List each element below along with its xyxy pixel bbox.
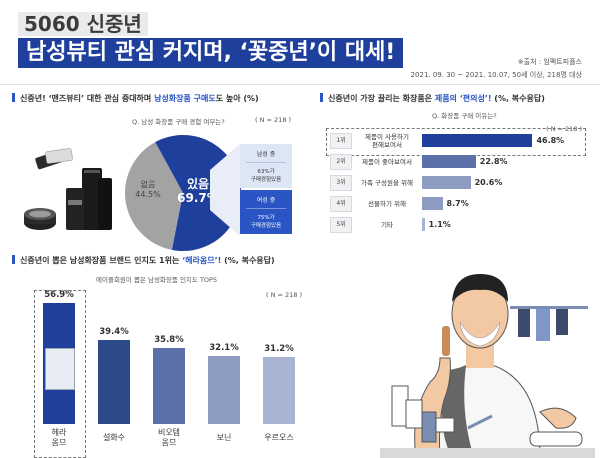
reason-label: 제품이 사용하기 편해보여서 xyxy=(365,133,409,149)
reason-bar xyxy=(422,197,443,210)
section1-heading-pre: 신중년! ‘맨즈뷰티’ 대한 관심 증대하며 xyxy=(20,94,155,103)
brand-bar xyxy=(98,339,130,424)
brand-value: 31.2% xyxy=(264,344,294,355)
brand-bar xyxy=(263,357,295,424)
reason-value: 1.1% xyxy=(428,220,451,229)
legend-female-box: 여성 중 75%가 구매경험있음 xyxy=(240,190,292,234)
section-marker xyxy=(12,93,15,102)
section3-heading: 신중년이 뽑은 남성화장품 브랜드 인지도 1위는 ‘헤라옴므’! (%, 복수… xyxy=(12,255,275,266)
section-marker xyxy=(320,93,323,102)
brand-value: 56.9% xyxy=(44,289,74,300)
legend-female-title: 여성 중 xyxy=(256,197,276,204)
section2-heading-highlight: 제품의 ‘편의성’! xyxy=(434,94,492,103)
legend-male-desc: 구매경험있음 xyxy=(250,177,282,183)
title-line2: 남성뷰티 관심 커지며, ‘꽃중년’이 대세! xyxy=(18,38,404,68)
pie-callout-connector xyxy=(210,144,240,236)
reason-bar xyxy=(422,155,476,168)
rank-label: 1위 xyxy=(330,133,352,149)
brand-bar xyxy=(153,347,185,424)
survey-info: 2021. 09. 30 ~ 2021. 10.07, 50세 이상, 218명… xyxy=(410,71,582,79)
brand-label: 비오템 옴므 xyxy=(157,428,181,447)
cosmetics-products-icon xyxy=(24,148,112,230)
section1-heading: 신중년! ‘맨즈뷰티’ 대한 관심 증대하며 남성화장품 구매도도 높아 (%) xyxy=(12,93,259,104)
section1-heading-highlight: 남성화장품 구매도 xyxy=(154,94,216,103)
brand-label: 설화수 xyxy=(102,433,126,442)
source-text: ※출처 : 임팩트피플스 xyxy=(517,58,582,66)
section-marker xyxy=(12,255,15,264)
section3-subtitle: 에이플회원이 뽑은 남성화장품 인지도 TOP5 xyxy=(96,276,218,284)
section3-n: ( N = 218 ) xyxy=(266,291,303,299)
brand-value: 35.8% xyxy=(154,334,184,345)
rank-label: 2위 xyxy=(330,154,352,170)
brand-value: 32.1% xyxy=(209,342,239,353)
rank-label: 3위 xyxy=(330,175,352,191)
reason-label: 제품이 좋아보여서 xyxy=(362,158,412,166)
legend-male-title: 남성 중 xyxy=(256,151,276,158)
reason-value: 46.8% xyxy=(536,136,565,145)
reason-value: 20.6% xyxy=(474,178,503,187)
brand-label: 우르오스 xyxy=(264,433,294,442)
brand-bar xyxy=(208,355,240,424)
legend-divider xyxy=(246,208,286,209)
legend-female-pct: 75%가 xyxy=(257,215,275,221)
reason-value: 22.8% xyxy=(479,157,508,166)
rank-label: 4위 xyxy=(330,196,352,212)
reason-bar xyxy=(422,176,471,189)
hera-product-icon xyxy=(45,348,75,390)
section2-heading-post: (%, 복수응답) xyxy=(491,94,545,103)
brand-label: 보닌 xyxy=(216,433,232,442)
legend-male-box: 남성 중 63%가 구매경험있음 xyxy=(240,144,292,188)
pie-label-no-name: 없음 xyxy=(141,180,156,189)
section2-n: ( N = 218 ) xyxy=(546,125,583,133)
pie-label-yes-name: 있음 xyxy=(187,176,209,191)
rank-label: 5위 xyxy=(330,217,352,233)
reason-bar xyxy=(422,218,425,231)
legend-male-pct: 63%가 xyxy=(257,169,275,175)
pie-label-yes-value: 69.7% xyxy=(177,191,219,205)
reason-value: 8.7% xyxy=(446,199,469,208)
reason-label: 기타 xyxy=(381,221,393,229)
section2-question: Q. 화장품 구매 이유는? xyxy=(432,112,497,120)
legend-female-desc: 구매경험있음 xyxy=(250,223,282,229)
purchase-pie-chart: 있음 69.7% 없음 44.5% xyxy=(125,135,241,251)
brand-value: 39.4% xyxy=(99,326,129,337)
section3-heading-post: (%, 복수응답) xyxy=(221,256,275,265)
man-grooming-illustration xyxy=(380,274,595,458)
pie-slice-no xyxy=(125,142,183,250)
section3-heading-pre: 신중년이 뽑은 남성화장품 브랜드 인지도 1위는 xyxy=(20,256,183,265)
section3-heading-highlight: ‘헤라옴므’! xyxy=(182,256,222,265)
section1-question: Q. 남성 화장품 구매 경험 여부는? xyxy=(132,118,225,126)
section1-n: ( N = 218 ) xyxy=(255,116,292,124)
brand-label: 헤라 옴므 xyxy=(51,428,67,447)
legend-divider xyxy=(246,162,286,163)
reason-label: 가족 구성원을 위해 xyxy=(361,179,413,187)
section1-heading-post: 도 높아 (%) xyxy=(215,94,259,103)
section2-heading-pre: 신중년이 가장 끌리는 화장품은 xyxy=(328,94,435,103)
section2-heading: 신중년이 가장 끌리는 화장품은 제품의 ‘편의성’! (%, 복수응답) xyxy=(320,93,545,104)
title-line1: 5060 신중년 xyxy=(18,12,148,36)
reason-label: 선물하기 위해 xyxy=(368,200,406,208)
header-divider xyxy=(0,84,600,85)
pie-label-no-value: 44.5% xyxy=(135,190,161,199)
reason-bar xyxy=(422,134,533,147)
